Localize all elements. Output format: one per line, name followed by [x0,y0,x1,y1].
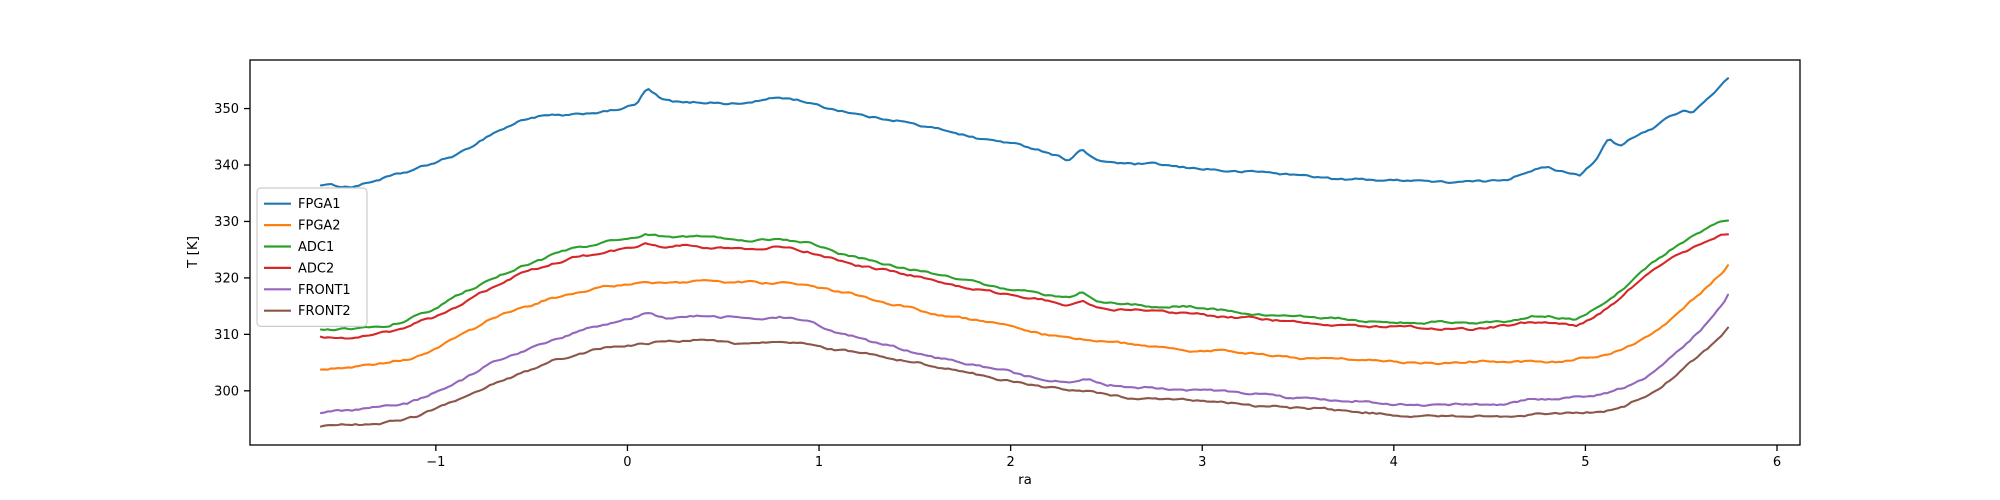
x-tick-label: −1 [426,455,445,470]
x-tick-label: 5 [1581,455,1589,470]
series-line-FPGA2 [319,264,1730,371]
x-tick-label: 0 [623,455,631,470]
axes: −1 0 1 2 3 4 5 6 300 310 320 330 340 350 [214,59,1801,470]
legend-label-ADC2: ADC2 [298,261,334,276]
plot-area [319,77,1730,428]
legend: FPGA1 FPGA2 ADC1 ADC2 FRONT1 FRONT2 [256,187,368,327]
x-tick-label: 2 [1006,455,1014,470]
legend-label-ADC1: ADC1 [298,240,334,255]
axes-spines [249,59,1801,446]
legend-label-FRONT2: FRONT2 [298,304,351,319]
x-tick-label: 6 [1773,455,1781,470]
series-line-FRONT1 [319,293,1730,415]
x-axis-label: ra [1018,472,1032,488]
y-tick-label: 310 [214,328,239,343]
legend-box [256,187,368,327]
series-line-ADC2 [319,233,1730,340]
x-tick-label: 1 [815,455,823,470]
series-line-ADC1 [319,219,1730,332]
y-tick-label: 300 [214,384,239,399]
legend-label-FRONT1: FRONT1 [298,283,351,298]
y-tick-label: 320 [214,271,239,286]
y-axis-label: T [K] [185,236,201,269]
y-tick-label: 340 [214,159,239,174]
series-line-FPGA1 [319,77,1730,189]
series-line-FRONT2 [319,326,1730,428]
legend-label-FPGA1: FPGA1 [298,197,341,212]
legend-label-FPGA2: FPGA2 [298,219,341,234]
x-tick-label: 3 [1198,455,1206,470]
y-tick-label: 330 [214,215,239,230]
y-tick-label: 350 [214,102,239,117]
x-tick-label: 4 [1390,455,1398,470]
